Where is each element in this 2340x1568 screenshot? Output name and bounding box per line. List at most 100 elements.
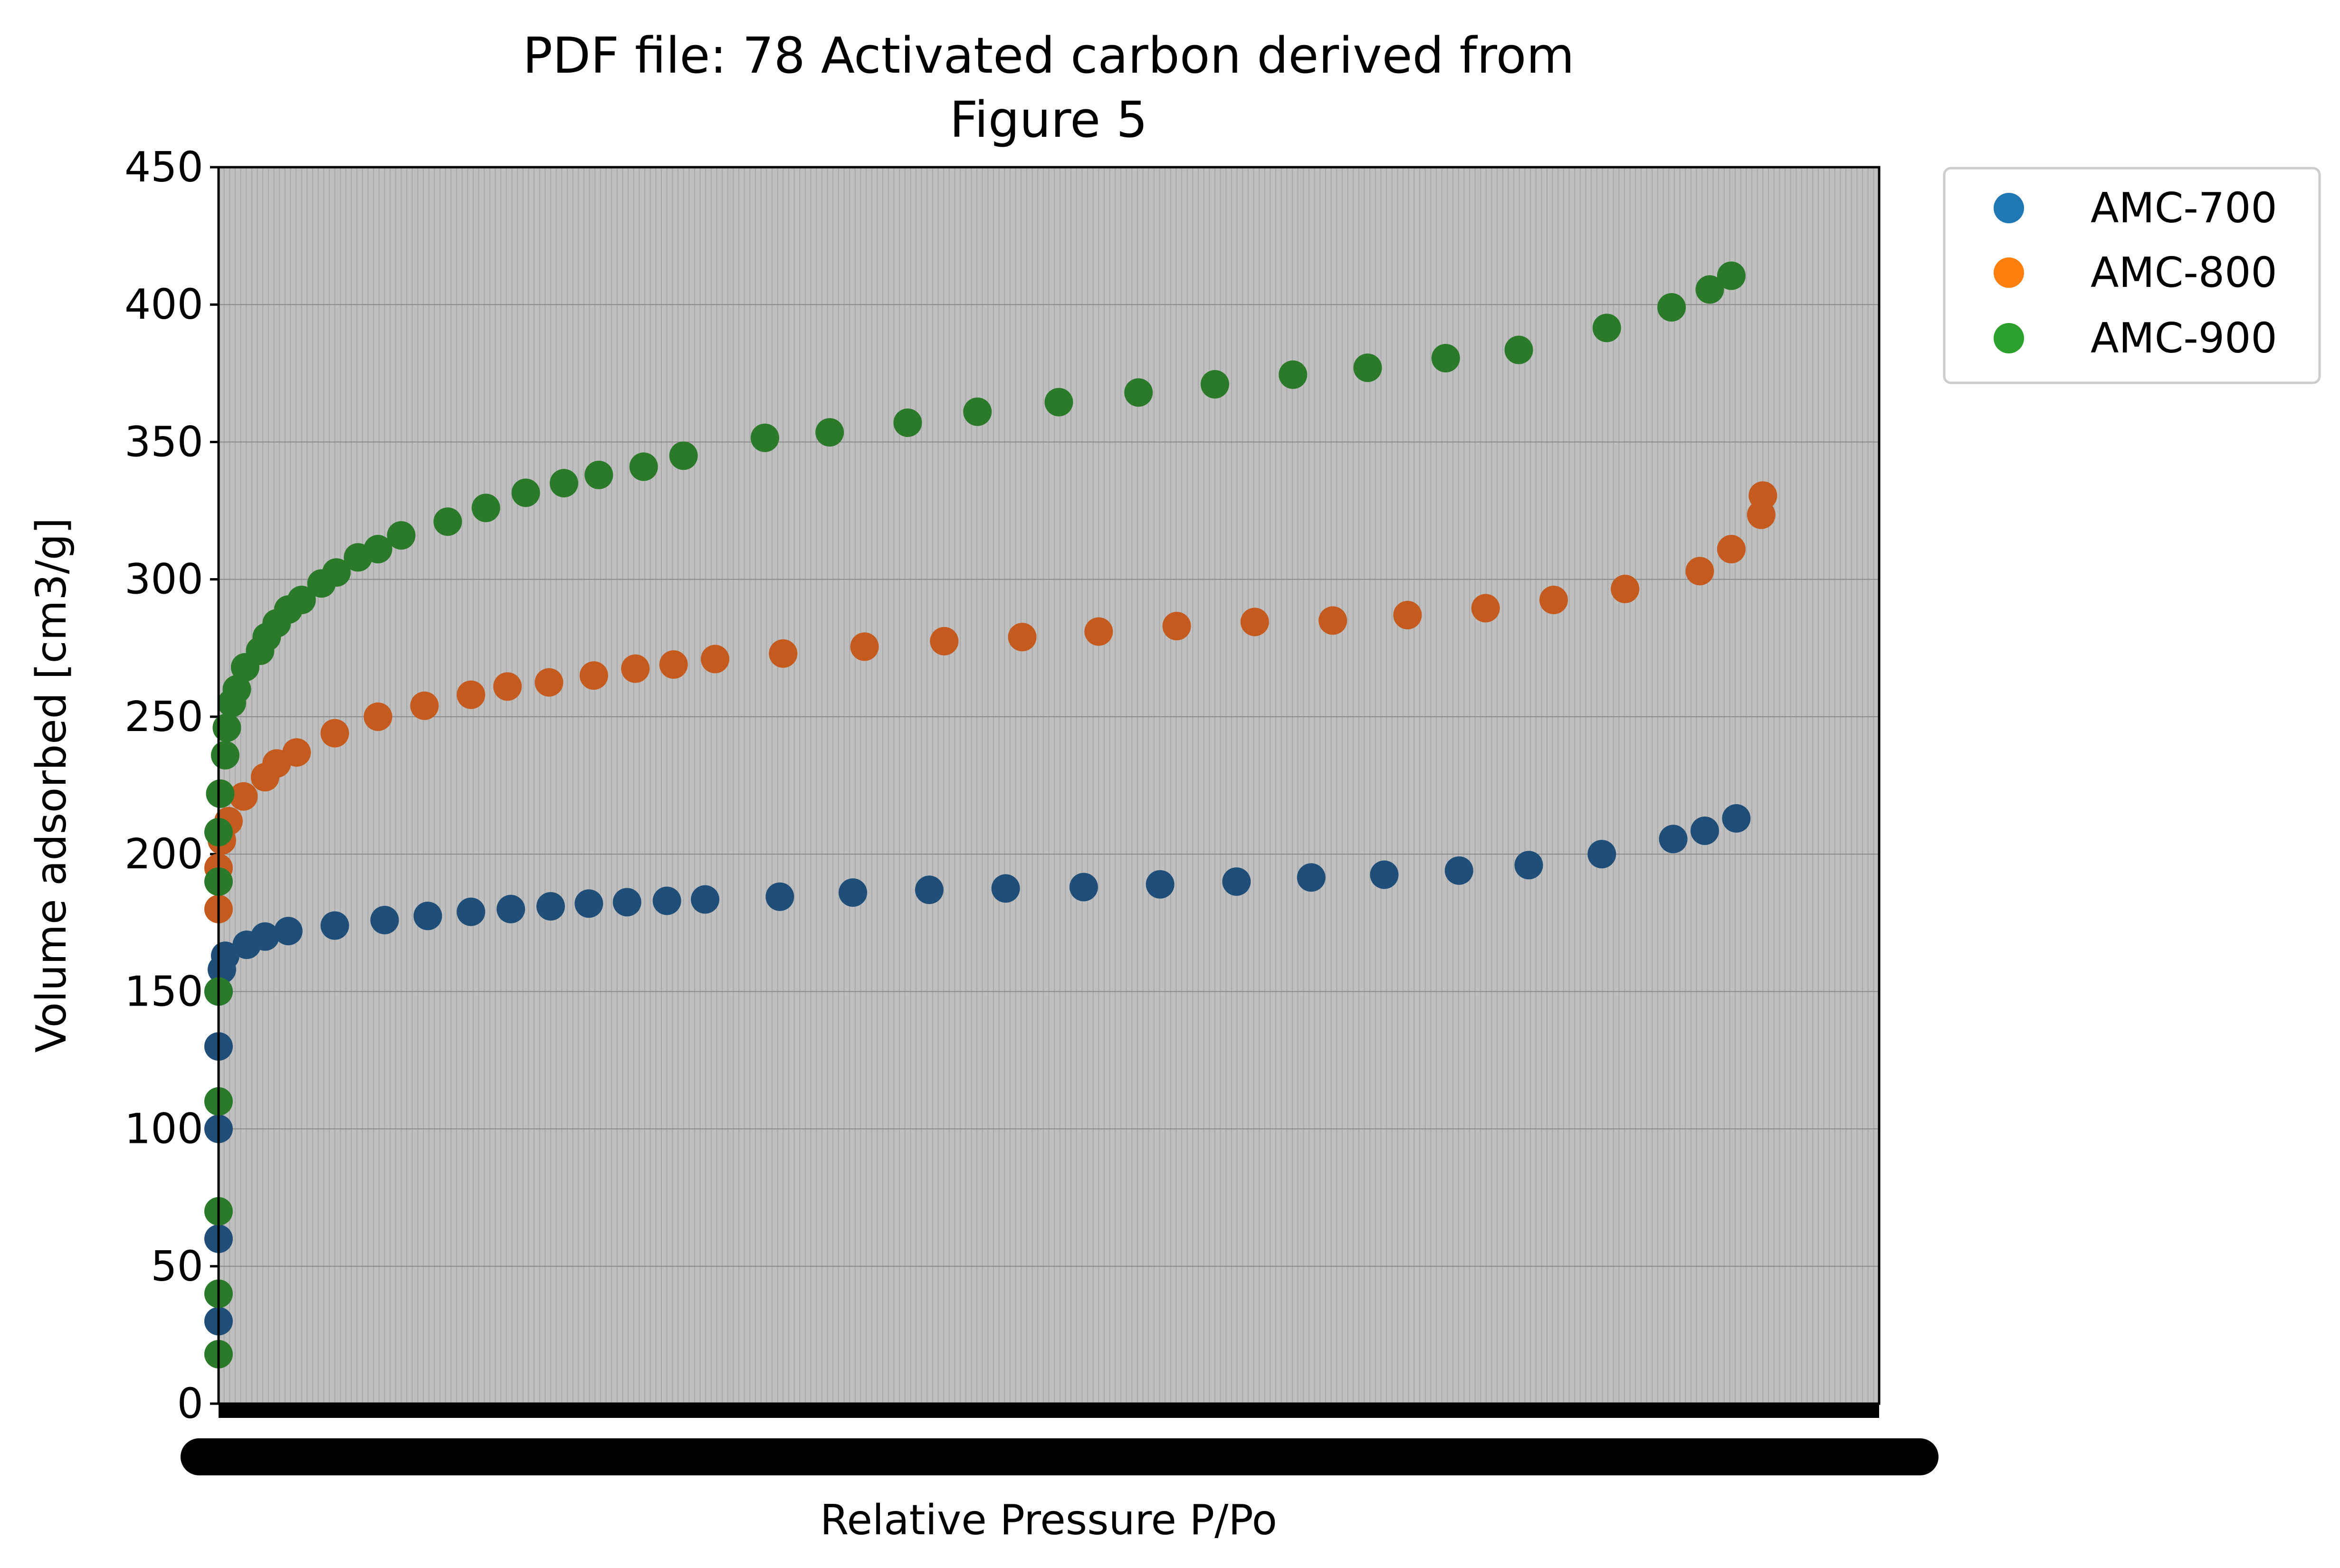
y-tick-label: 450 [124, 143, 203, 191]
data-point-amc-900 [322, 558, 351, 587]
y-axis-label: Volume adsorbed [cm3/g] [27, 518, 76, 1053]
data-point-amc-900 [1592, 314, 1621, 342]
y-tick-label: 350 [124, 418, 203, 466]
data-point-amc-700 [1722, 804, 1751, 833]
data-point-amc-800 [579, 661, 608, 690]
data-point-amc-800 [621, 654, 650, 683]
data-point-amc-800 [1611, 574, 1640, 603]
data-point-amc-800 [535, 668, 564, 697]
y-tick-label: 300 [124, 555, 203, 604]
data-point-amc-800 [493, 672, 522, 701]
grid-lines [219, 167, 1879, 1404]
data-point-amc-800 [1084, 617, 1113, 646]
data-point-amc-900 [1353, 353, 1382, 382]
data-point-amc-900 [222, 675, 251, 704]
data-point-amc-800 [1748, 481, 1777, 510]
data-point-amc-900 [669, 441, 698, 470]
data-point-amc-900 [815, 418, 844, 447]
legend-label-amc-700: AMC-700 [2091, 184, 2277, 232]
data-point-amc-900 [212, 713, 241, 742]
data-point-amc-900 [1657, 293, 1686, 322]
y-tick-label: 150 [124, 967, 203, 1016]
data-point-amc-900 [511, 478, 540, 507]
data-point-amc-900 [1044, 388, 1073, 417]
data-point-amc-900 [210, 741, 239, 770]
data-point-amc-700 [1370, 860, 1399, 889]
data-point-amc-800 [1162, 612, 1191, 641]
data-point-amc-800 [1685, 557, 1714, 586]
data-point-amc-900 [471, 494, 500, 523]
data-point-amc-900 [387, 521, 416, 550]
data-point-amc-900 [750, 423, 779, 452]
data-point-amc-800 [282, 738, 311, 767]
data-point-amc-700 [274, 917, 303, 946]
y-axis-ticks: 0 50 100 150 200 250 300 350 400 450 [124, 143, 219, 1428]
y-tick-label: 50 [151, 1242, 203, 1291]
legend-marker-amc-900 [1994, 323, 2024, 353]
data-point-amc-900 [1124, 378, 1153, 407]
data-point-amc-900 [363, 535, 392, 564]
data-point-amc-800 [1539, 586, 1568, 615]
data-point-amc-800 [229, 782, 258, 811]
data-point-amc-900 [1201, 370, 1229, 399]
data-point-amc-700 [413, 902, 442, 931]
data-point-amc-700 [457, 897, 486, 926]
data-point-amc-900 [1504, 335, 1533, 364]
data-point-amc-800 [1008, 623, 1037, 652]
data-point-amc-800 [1471, 594, 1500, 623]
data-point-amc-700 [1587, 840, 1616, 869]
data-point-amc-900 [1431, 344, 1460, 373]
legend-marker-amc-800 [1994, 257, 2024, 288]
data-point-amc-800 [1717, 535, 1746, 564]
data-points [204, 261, 1777, 1368]
data-point-amc-800 [457, 680, 486, 709]
data-point-amc-700 [1069, 873, 1098, 902]
data-point-amc-900 [584, 460, 613, 489]
data-point-amc-900 [1279, 360, 1308, 389]
legend-label-amc-900: AMC-900 [2091, 314, 2277, 362]
legend-box [1943, 167, 2321, 384]
data-point-amc-700 [1146, 870, 1175, 899]
data-point-amc-800 [850, 632, 879, 661]
data-point-amc-900 [549, 469, 578, 498]
data-point-amc-700 [497, 894, 525, 923]
data-point-amc-700 [1514, 851, 1543, 880]
data-point-amc-800 [769, 639, 798, 668]
y-tick-label: 250 [124, 693, 203, 741]
y-tick-label: 0 [177, 1379, 203, 1428]
data-point-amc-800 [320, 719, 349, 748]
data-point-amc-900 [433, 507, 462, 536]
y-tick-label: 400 [124, 280, 203, 329]
data-point-amc-700 [991, 874, 1020, 903]
data-point-amc-700 [839, 878, 868, 907]
y-tick-label: 100 [124, 1105, 203, 1153]
legend-marker-amc-700 [1994, 193, 2024, 223]
data-point-amc-700 [1691, 816, 1719, 845]
chart-title-line-1: PDF file: 78 Activated carbon derived fr… [523, 27, 1574, 85]
data-point-amc-800 [701, 645, 730, 674]
data-point-amc-700 [320, 911, 349, 940]
legend-label-amc-800: AMC-800 [2091, 248, 2277, 297]
data-point-amc-900 [893, 408, 922, 437]
data-point-amc-700 [652, 886, 681, 915]
data-point-amc-800 [363, 702, 392, 731]
x-tick-mark-cluster [219, 1404, 1879, 1418]
data-point-amc-800 [1240, 608, 1269, 637]
chart-title-line-2: Figure 5 [950, 91, 1148, 149]
data-point-amc-900 [629, 452, 658, 481]
data-point-amc-700 [1297, 863, 1326, 892]
data-point-amc-800 [930, 627, 959, 656]
data-point-amc-900 [206, 779, 235, 808]
data-point-amc-700 [536, 892, 565, 921]
data-point-amc-700 [765, 882, 794, 911]
data-point-amc-700 [574, 889, 603, 918]
data-point-amc-800 [1318, 606, 1347, 635]
data-point-amc-900 [1695, 275, 1724, 304]
data-point-amc-700 [370, 905, 399, 934]
data-point-amc-800 [1393, 600, 1422, 629]
x-axis-label: Relative Pressure P/Po [820, 1496, 1277, 1544]
x-tick-label-cluster [181, 1438, 1939, 1475]
legend: AMC-700 AMC-800 AMC-900 [1943, 167, 2321, 384]
data-point-amc-900 [963, 397, 992, 426]
